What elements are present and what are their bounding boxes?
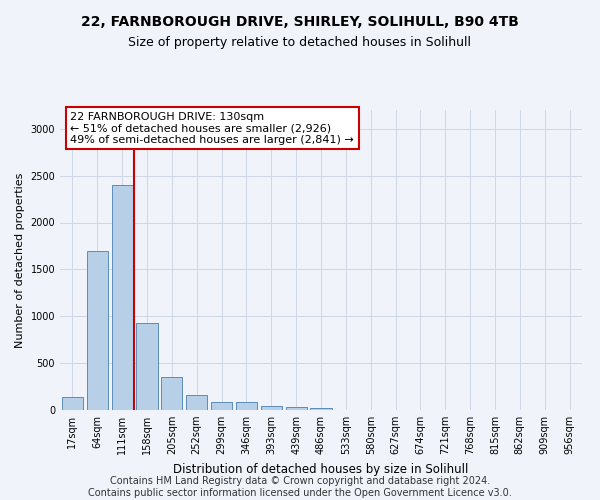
Text: 22, FARNBOROUGH DRIVE, SHIRLEY, SOLIHULL, B90 4TB: 22, FARNBOROUGH DRIVE, SHIRLEY, SOLIHULL…: [81, 15, 519, 29]
Bar: [186, 395, 207, 410]
Bar: [286, 407, 307, 410]
Text: Size of property relative to detached houses in Solihull: Size of property relative to detached ho…: [128, 36, 472, 49]
Bar: [236, 402, 257, 410]
Bar: [310, 408, 332, 410]
Bar: [161, 377, 182, 410]
Bar: [62, 397, 83, 410]
X-axis label: Distribution of detached houses by size in Solihull: Distribution of detached houses by size …: [173, 462, 469, 475]
Bar: [112, 185, 133, 410]
Y-axis label: Number of detached properties: Number of detached properties: [15, 172, 25, 348]
Bar: [136, 323, 158, 410]
Bar: [87, 250, 108, 410]
Bar: [261, 406, 282, 410]
Text: Contains HM Land Registry data © Crown copyright and database right 2024.
Contai: Contains HM Land Registry data © Crown c…: [88, 476, 512, 498]
Bar: [211, 402, 232, 410]
Text: 22 FARNBOROUGH DRIVE: 130sqm
← 51% of detached houses are smaller (2,926)
49% of: 22 FARNBOROUGH DRIVE: 130sqm ← 51% of de…: [70, 112, 354, 144]
